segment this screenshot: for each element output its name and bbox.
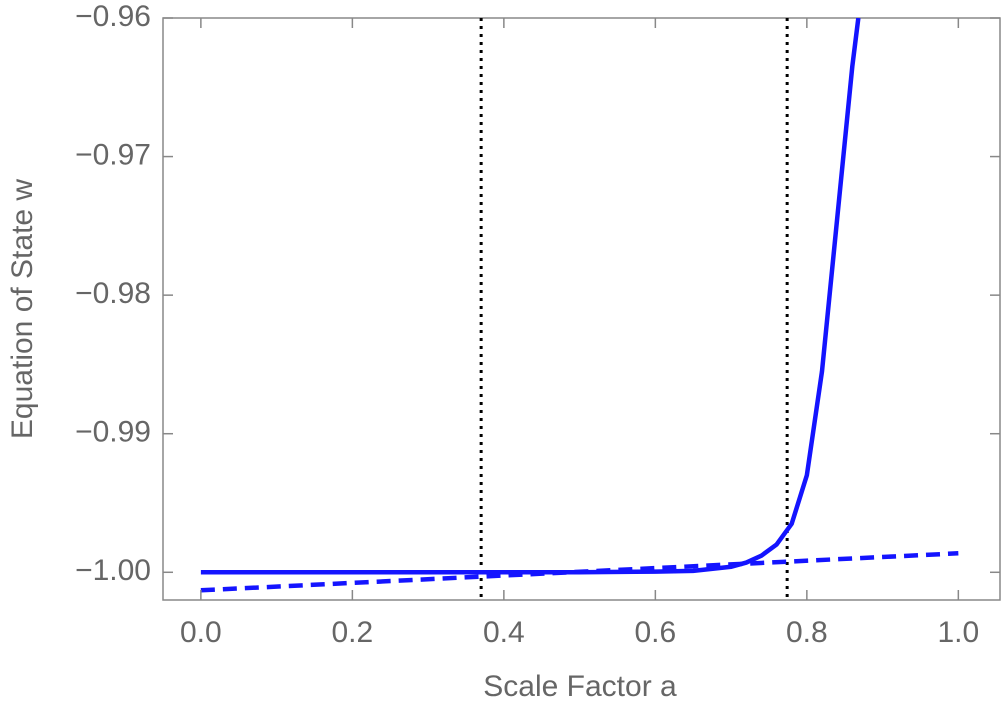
- x-axis-label: Scale Factor a: [483, 670, 677, 703]
- y-tick-label: −0.99: [75, 416, 151, 449]
- y-tick-label: −0.98: [75, 277, 151, 310]
- x-tick-label: 0.4: [483, 616, 525, 649]
- x-tick-label: 0.8: [786, 616, 828, 649]
- x-tick-label: 0.6: [634, 616, 676, 649]
- x-tick-label: 0.2: [332, 616, 374, 649]
- plot-area: [200, 18, 959, 600]
- y-tick-label: −0.96: [75, 0, 151, 33]
- plot-frame: [162, 17, 1001, 601]
- x-tick-label: 0.0: [180, 616, 222, 649]
- y-tick-label: −1.00: [75, 554, 151, 587]
- y-axis-label: Equation of State w: [6, 179, 39, 440]
- series-line: [200, 18, 861, 575]
- x-tick-label: 1.0: [937, 616, 979, 649]
- series-line: [200, 551, 959, 593]
- y-tick-label: −0.97: [75, 138, 151, 171]
